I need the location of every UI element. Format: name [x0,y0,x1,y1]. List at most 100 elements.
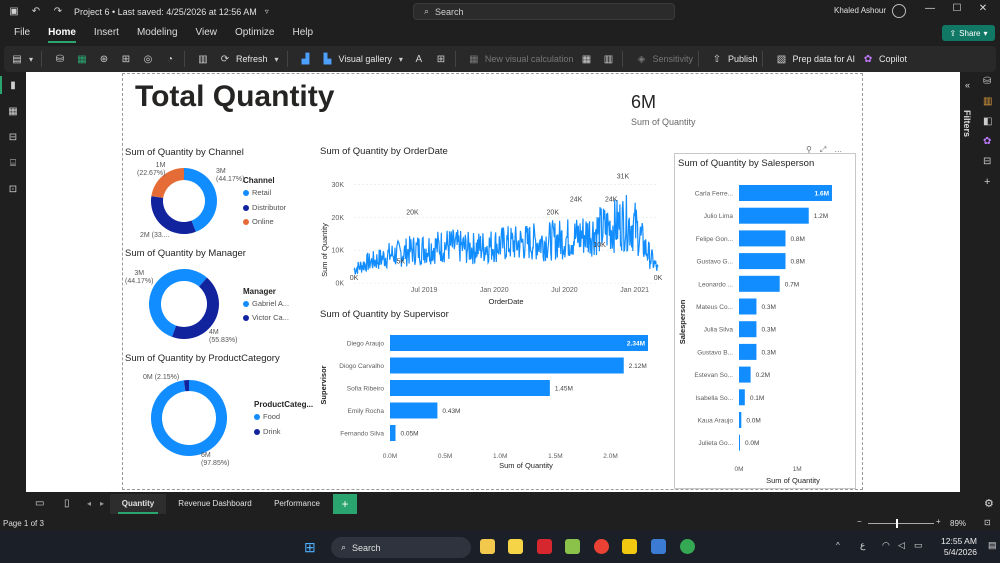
redo-icon[interactable]: ↷ [53,6,63,17]
refresh-icon[interactable]: ⟳ [220,53,230,65]
donut-slice-retail[interactable] [184,168,217,232]
wifi-icon[interactable]: ◠ [882,540,890,550]
legend-item-online[interactable]: Online [243,217,274,226]
data-pane-icon[interactable]: ⛁ [983,76,992,87]
channel-donut[interactable] [149,166,219,236]
chevron-down-icon[interactable]: ▾ [28,54,33,64]
undo-icon[interactable]: ↶ [31,6,41,17]
battery-icon[interactable]: ▭ [914,540,923,550]
bar[interactable] [739,412,742,428]
donut-slice-food[interactable] [151,380,227,456]
settings-icon[interactable]: ⚙ [984,498,994,510]
bar[interactable] [739,207,809,224]
tmdl-view-icon[interactable]: ⊡ [8,183,18,195]
expand-filters-icon[interactable]: « [965,80,971,90]
filters-pane-collapsed[interactable]: « [960,72,978,492]
quick-measure-icon[interactable]: ▦ [581,53,592,65]
taskbar-clock[interactable]: 12:55 AM 5/4/2026 [941,536,977,558]
bar[interactable] [739,434,740,451]
report-view-icon[interactable]: ▮ [10,79,16,91]
chrome-profile-icon[interactable] [680,539,695,554]
copilot-button[interactable]: Copilot [879,54,908,64]
category-donut[interactable] [149,378,229,458]
menu-help[interactable]: Help [292,27,314,38]
store-icon[interactable] [565,539,580,554]
notifications-icon[interactable]: ▤ [988,540,997,550]
zoom-level[interactable]: 89% [950,519,967,528]
supervisor-bar-chart[interactable]: Diego Araujo 2.34M Diogo Carvalho 2.12M Sofi… [318,325,668,475]
minimize-icon[interactable]: — [925,3,935,14]
title-search-box[interactable]: ⌕ Search [413,3,675,20]
dax-query-view-icon[interactable]: ⌸ [10,157,16,169]
clipboard-icon[interactable]: ▤ [12,53,22,65]
zoom-slider-track[interactable] [868,523,934,524]
donut-slice-victorca[interactable] [172,277,219,339]
file-explorer-icon[interactable] [480,539,495,554]
menu-insert[interactable]: Insert [93,27,119,38]
prep-data-button[interactable]: Prep data for AI [792,54,856,64]
menu-home[interactable]: Home [48,23,76,43]
donut-slice-online[interactable] [151,168,184,198]
new-column-icon[interactable]: ▥ [603,53,614,65]
bar[interactable] [739,298,757,315]
menu-view[interactable]: View [195,27,218,38]
next-page-icon[interactable]: ▸ [100,499,105,508]
avatar[interactable] [892,4,906,18]
donut-slice-distributor[interactable] [151,196,196,234]
desktop-layout-icon[interactable]: ▭ [35,498,45,509]
publish-icon[interactable]: ⇧ [712,53,722,65]
more-options-icon[interactable]: … [834,145,851,154]
bar[interactable] [739,366,751,383]
bar[interactable] [739,321,757,338]
share-button[interactable]: ⇪ Share ▾ [942,25,995,41]
recent-sources-icon[interactable]: ◔ [166,53,174,65]
legend-item-retail[interactable]: Retail [243,188,271,197]
bar[interactable] [390,335,648,351]
legend-item-distributor[interactable]: Distributor [243,203,286,212]
filters-pane-label[interactable]: Filters [962,110,972,138]
sql-icon[interactable]: ⊛ [99,53,109,65]
bar[interactable] [390,402,438,419]
close-icon[interactable]: ✕ [978,3,988,14]
volume-icon[interactable]: ◁ [898,540,905,550]
bookmarks-icon[interactable]: ⊟ [983,156,992,167]
app-l-icon[interactable] [537,539,552,554]
add-pane-icon[interactable]: + [984,176,991,188]
tab-revenue-dashboard[interactable]: Revenue Dashboard [178,499,252,508]
show-hidden-icons[interactable]: ^ [836,541,840,550]
legend-item-victor[interactable]: Victor Ca... [243,313,289,322]
copilot-pane-icon[interactable]: ✿ [983,136,992,147]
copilot-icon[interactable]: ✿ [863,53,873,65]
bar[interactable] [739,343,757,360]
mobile-layout-icon[interactable]: ▯ [64,498,70,509]
format-pane-icon[interactable]: ◧ [983,116,993,127]
text-box-icon[interactable]: A [415,53,423,65]
donut-slice-gabriela[interactable] [149,269,207,337]
zoom-out-icon[interactable]: − [857,517,862,526]
bar[interactable] [739,389,745,406]
chevron-down-icon[interactable]: ▾ [398,54,403,64]
excel-icon[interactable]: ▦ [77,53,87,65]
new-visual-icon[interactable]: ▟ [301,53,310,65]
tab-performance[interactable]: Performance [274,499,320,508]
transform-data-icon[interactable]: ▥ [198,53,208,65]
filter-icon[interactable]: ⚲ [806,145,820,154]
bar[interactable] [739,275,780,292]
legend-item-drink[interactable]: Drink [254,427,281,436]
chrome-icon[interactable] [594,539,609,554]
menu-optimize[interactable]: Optimize [235,27,275,38]
windows-start-icon[interactable]: ⊞ [304,539,316,555]
tab-quantity[interactable]: Quantity [110,494,166,514]
bar[interactable] [390,357,624,374]
save-icon[interactable]: ▣ [9,6,19,17]
power-bi-icon[interactable] [622,539,637,554]
sticky-notes-icon[interactable] [508,539,523,554]
dataverse-icon[interactable]: ◎ [143,53,153,65]
zoom-in-icon[interactable]: + [936,517,941,526]
donut-slice-drink[interactable] [183,380,189,392]
bar[interactable] [390,425,396,441]
refresh-button[interactable]: Refresh [236,54,268,64]
bar[interactable] [739,253,786,270]
chevron-down-icon[interactable]: ▿ [264,7,269,16]
prep-data-icon[interactable]: ▧ [776,53,787,65]
